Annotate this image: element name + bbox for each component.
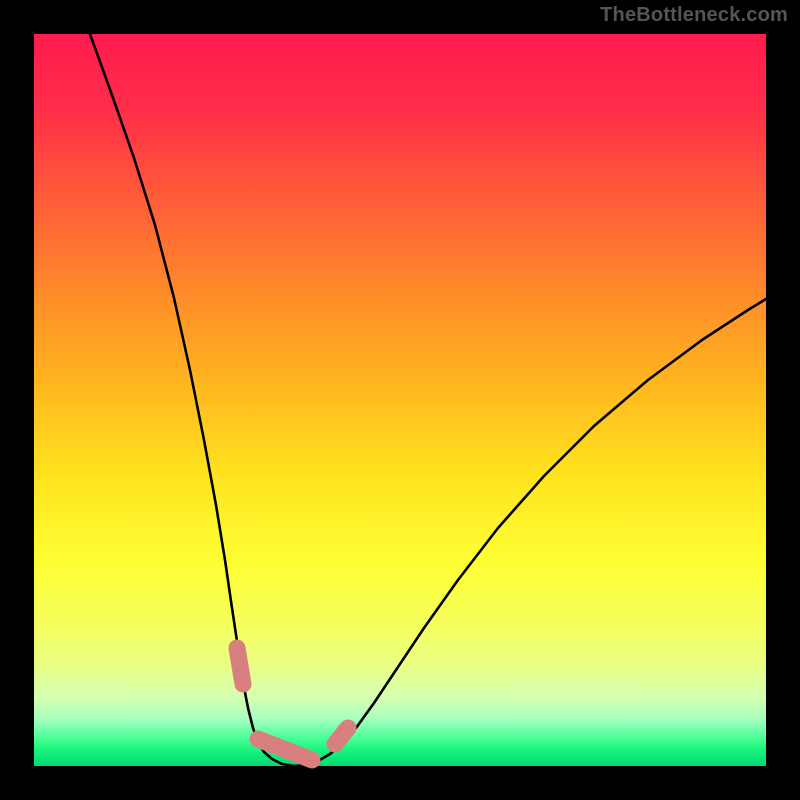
marker-dot-b (337, 723, 354, 740)
watermark-label: TheBottleneck.com (600, 4, 788, 27)
plot-gradient-background (34, 34, 766, 766)
marker-dot-a (232, 658, 249, 675)
chart-stage: TheBottleneck.com (0, 0, 800, 800)
bottleneck-curve-chart (0, 0, 800, 800)
